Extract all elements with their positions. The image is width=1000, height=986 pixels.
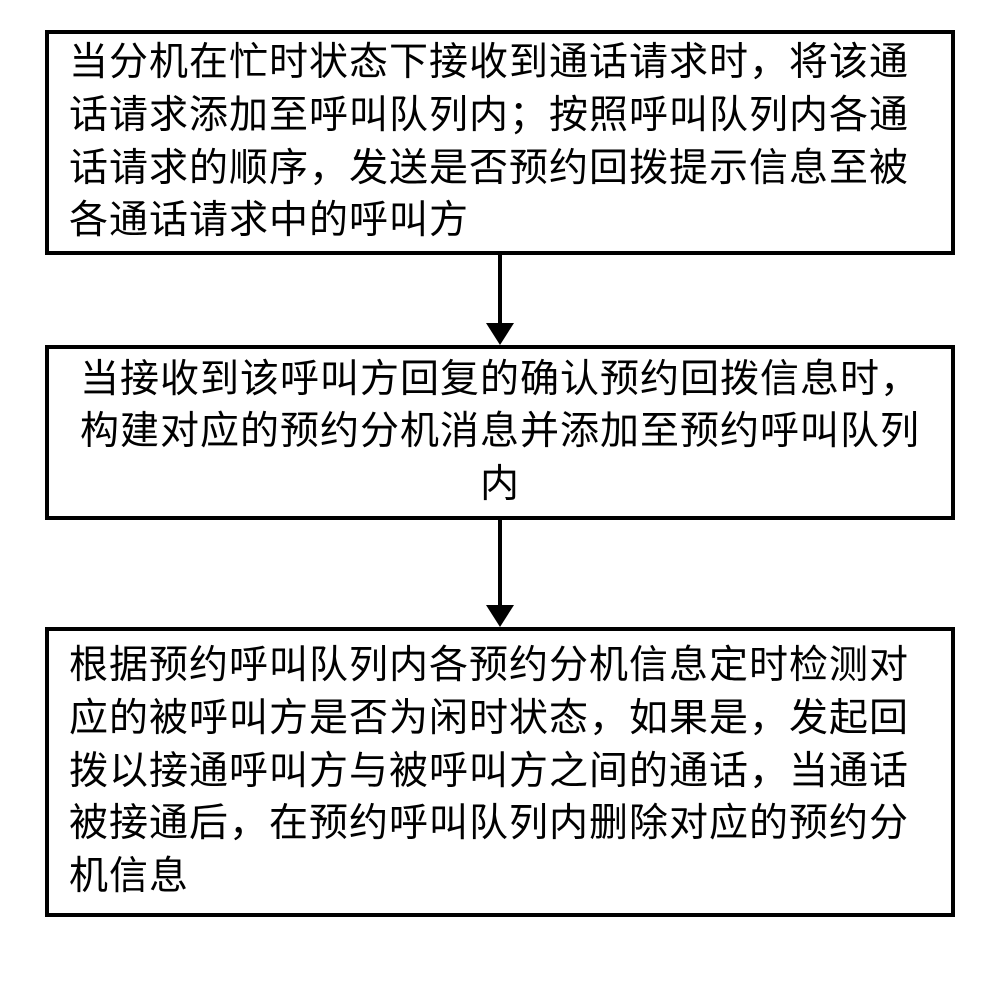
arrow-1-line — [498, 255, 502, 323]
step-1-text: 当分机在忙时状态下接收到通话请求时，将该通话请求添加至呼叫队列内；按照呼叫队列内… — [69, 37, 931, 248]
flowchart-step-3: 根据预约呼叫队列内各预约分机信息定时检测对应的被呼叫方是否为闲时状态，如果是，发… — [45, 627, 955, 917]
flowchart-container: 当分机在忙时状态下接收到通话请求时，将该通话请求添加至呼叫队列内；按照呼叫队列内… — [0, 0, 1000, 986]
arrow-1 — [486, 255, 514, 345]
arrow-2-head — [486, 605, 514, 627]
arrow-1-head — [486, 323, 514, 345]
step-2-text: 当接收到该呼叫方回复的确认预约回拨信息时，构建对应的预约分机消息并添加至预约呼叫… — [69, 354, 931, 512]
flowchart-step-1: 当分机在忙时状态下接收到通话请求时，将该通话请求添加至呼叫队列内；按照呼叫队列内… — [45, 30, 955, 255]
arrow-2-line — [498, 520, 502, 605]
arrow-2 — [486, 520, 514, 627]
step-3-text: 根据预约呼叫队列内各预约分机信息定时检测对应的被呼叫方是否为闲时状态，如果是，发… — [69, 640, 931, 903]
flowchart-step-2: 当接收到该呼叫方回复的确认预约回拨信息时，构建对应的预约分机消息并添加至预约呼叫… — [45, 345, 955, 520]
